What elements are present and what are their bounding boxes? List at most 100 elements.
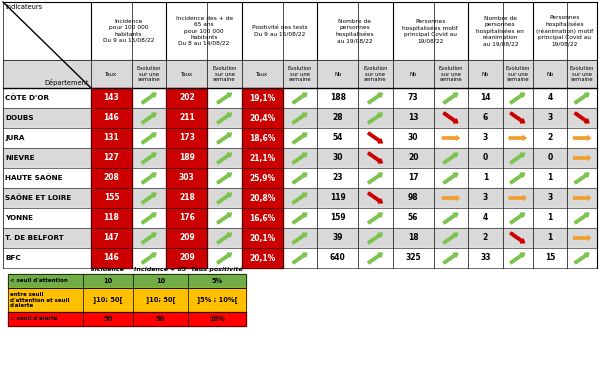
Text: SAÔNE ET LOIRE: SAÔNE ET LOIRE (5, 195, 71, 201)
Polygon shape (368, 113, 382, 124)
Polygon shape (217, 113, 232, 124)
Text: Nb: Nb (546, 71, 553, 76)
Polygon shape (368, 192, 382, 203)
Text: 20: 20 (408, 153, 418, 162)
Polygon shape (142, 253, 156, 264)
Polygon shape (292, 173, 307, 184)
Text: 18,6%: 18,6% (249, 133, 275, 143)
Text: 33: 33 (480, 253, 491, 262)
Text: 13: 13 (408, 114, 418, 123)
Polygon shape (217, 173, 232, 184)
Polygon shape (443, 153, 458, 164)
Polygon shape (510, 93, 524, 104)
Text: 5%: 5% (211, 278, 223, 284)
Polygon shape (292, 153, 307, 164)
Text: DOUBS: DOUBS (5, 115, 34, 121)
Text: Evolution
sur une
semaine: Evolution sur une semaine (212, 66, 237, 82)
Text: 118: 118 (103, 214, 119, 223)
Text: 146: 146 (104, 114, 119, 123)
Polygon shape (217, 193, 232, 204)
Text: 640: 640 (330, 253, 346, 262)
Text: 209: 209 (179, 253, 195, 262)
Text: 0: 0 (483, 153, 488, 162)
Text: 21,1%: 21,1% (249, 153, 275, 162)
Text: 155: 155 (104, 194, 119, 203)
Text: Nb: Nb (482, 71, 489, 76)
Polygon shape (510, 232, 524, 243)
Text: 3: 3 (483, 194, 488, 203)
Polygon shape (509, 196, 526, 200)
Polygon shape (510, 112, 524, 123)
Text: 127: 127 (103, 153, 119, 162)
Text: 73: 73 (408, 94, 418, 103)
Polygon shape (217, 253, 232, 264)
Text: Personnes
hospitalisées
(réanimation) motif
principal Covid au
19/08/22: Personnes hospitalisées (réanimation) mo… (536, 15, 593, 47)
Polygon shape (292, 233, 307, 244)
Text: 16,6%: 16,6% (249, 214, 275, 223)
Text: 211: 211 (179, 114, 195, 123)
Text: JURA: JURA (5, 135, 25, 141)
Polygon shape (574, 173, 589, 184)
Text: 14: 14 (480, 94, 491, 103)
Text: 18: 18 (408, 233, 418, 243)
Polygon shape (368, 132, 382, 143)
Text: 209: 209 (179, 233, 195, 243)
Polygon shape (292, 113, 307, 124)
Polygon shape (142, 233, 156, 244)
Text: entre seuil
d'attention et seuil
d'alerte: entre seuil d'attention et seuil d'alert… (10, 292, 70, 308)
Bar (8, 274, 246, 288)
Text: 30: 30 (332, 153, 343, 162)
Text: 173: 173 (179, 133, 195, 143)
Text: BFC: BFC (5, 255, 21, 261)
Text: HAUTE SAÔNE: HAUTE SAÔNE (5, 175, 62, 181)
Text: 1: 1 (483, 173, 488, 182)
Polygon shape (292, 213, 307, 224)
Polygon shape (217, 213, 232, 224)
Polygon shape (443, 213, 458, 224)
Text: < seuil d'attention: < seuil d'attention (10, 279, 68, 284)
Text: 56: 56 (408, 214, 418, 223)
Polygon shape (142, 173, 156, 184)
Polygon shape (443, 93, 458, 104)
Text: 30: 30 (408, 133, 418, 143)
Text: NIEVRE: NIEVRE (5, 155, 35, 161)
Text: 10%: 10% (209, 316, 225, 322)
Text: 20,4%: 20,4% (249, 114, 275, 123)
Text: 1: 1 (547, 214, 553, 223)
Text: 0: 0 (547, 153, 553, 162)
Text: 28: 28 (332, 114, 343, 123)
Text: 176: 176 (179, 214, 195, 223)
Text: 3: 3 (547, 114, 553, 123)
Polygon shape (574, 213, 589, 224)
Text: 98: 98 (408, 194, 418, 203)
Text: 6: 6 (483, 114, 488, 123)
Text: 202: 202 (179, 94, 195, 103)
Polygon shape (443, 112, 458, 123)
Text: 325: 325 (406, 253, 421, 262)
Text: 10: 10 (103, 278, 113, 284)
Polygon shape (442, 136, 460, 140)
Text: Positivité des tests
Du 9 au 15/08/22: Positivité des tests Du 9 au 15/08/22 (252, 26, 307, 36)
Text: 3: 3 (483, 133, 488, 143)
Text: 143: 143 (104, 94, 119, 103)
Text: Département: Département (44, 79, 89, 86)
Polygon shape (142, 113, 156, 124)
Polygon shape (574, 136, 590, 140)
Text: CÔTE D'OR: CÔTE D'OR (5, 95, 49, 101)
Polygon shape (217, 153, 232, 164)
Polygon shape (510, 153, 524, 164)
Text: 25,9%: 25,9% (249, 173, 275, 182)
Polygon shape (142, 153, 156, 164)
Polygon shape (217, 93, 232, 104)
Polygon shape (574, 236, 590, 240)
Text: Nb: Nb (334, 71, 341, 76)
Text: 54: 54 (332, 133, 343, 143)
Text: 3: 3 (547, 194, 553, 203)
Text: 2: 2 (483, 233, 488, 243)
Polygon shape (574, 93, 589, 104)
Polygon shape (574, 156, 590, 160)
Text: 4: 4 (483, 214, 488, 223)
Text: Personnes
hospitalisées motif
principal Covid au
19/08/22: Personnes hospitalisées motif principal … (403, 19, 458, 43)
Polygon shape (443, 253, 458, 264)
Text: 159: 159 (330, 214, 346, 223)
